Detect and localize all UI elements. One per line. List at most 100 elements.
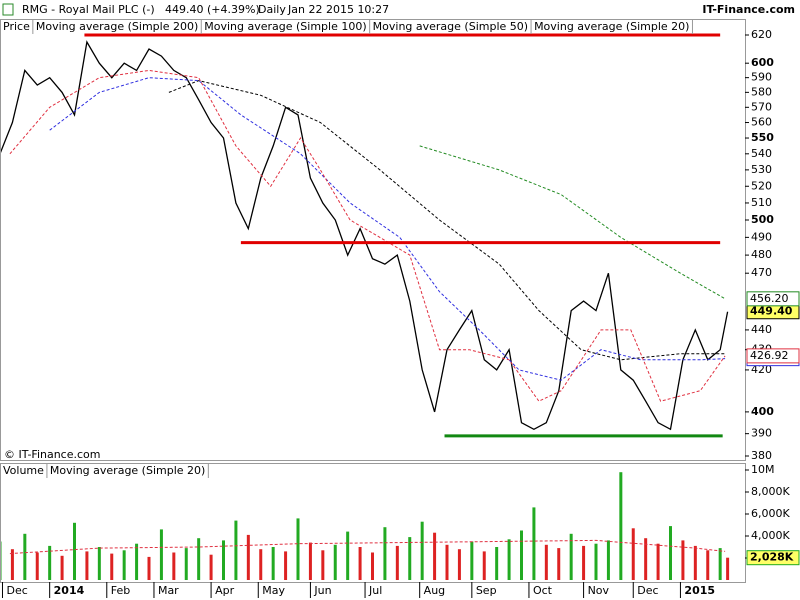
volume-bar xyxy=(48,545,52,580)
moving-average xyxy=(9,539,726,555)
volume-bar xyxy=(420,521,424,580)
last-value-box xyxy=(746,291,800,307)
volume-bar xyxy=(693,545,697,580)
y-tick-label: 580 xyxy=(751,85,772,98)
x-tick-label: Sep xyxy=(476,584,497,597)
y-tick-label: 480 xyxy=(751,248,772,261)
volume-bar xyxy=(333,544,337,580)
legend-entry: Moving average (Simple 50) xyxy=(373,20,528,33)
y-tick-label: 470 xyxy=(751,266,772,279)
volume-bar xyxy=(85,551,89,580)
y-tick-label: 390 xyxy=(751,427,772,440)
volume-bar xyxy=(544,544,548,580)
moving-average xyxy=(419,145,726,300)
symbol: RMG - Royal Mail PLC (-) xyxy=(22,3,155,16)
timestamp: Jan 22 2015 10:27 xyxy=(287,3,389,16)
volume-bar xyxy=(308,542,312,580)
volume-bar xyxy=(520,530,523,580)
volume-bar xyxy=(159,529,163,580)
legend-entry: Moving average (Simple 20) xyxy=(534,20,689,33)
legend-entry: Moving average (Simple 100) xyxy=(204,20,366,33)
x-tick-label: Nov xyxy=(588,584,610,597)
volume-bar xyxy=(284,551,288,580)
x-tick-label: 2014 xyxy=(54,584,85,597)
volume-bar xyxy=(656,543,660,580)
y-tick-label: 600 xyxy=(751,56,774,69)
volume-bar xyxy=(619,472,623,580)
volume-bar xyxy=(271,547,275,580)
logo-icon xyxy=(2,3,14,16)
last-value-box xyxy=(746,550,800,566)
volume-bar xyxy=(726,557,730,580)
volume-bar xyxy=(184,548,188,580)
volume-bar xyxy=(222,540,225,580)
volume-bar xyxy=(296,518,300,580)
volume-bar xyxy=(606,540,610,580)
last-value-label: 426.92 xyxy=(750,349,789,362)
x-tick-label: Dec xyxy=(637,584,658,597)
volume-bar xyxy=(532,507,536,580)
y-tick-label: 8,000K xyxy=(751,485,790,498)
volume-bar xyxy=(197,538,201,580)
last-value-label: 449.40 xyxy=(750,305,793,318)
volume-bar xyxy=(495,547,499,580)
volume-bar xyxy=(60,555,64,580)
x-tick-label: May xyxy=(262,584,285,597)
volume-bar xyxy=(97,547,101,580)
volume-bar xyxy=(395,545,399,580)
volume-bar xyxy=(445,544,449,580)
volume-bar xyxy=(631,528,635,580)
volume-bar xyxy=(433,532,437,580)
last-value-label: 456.20 xyxy=(750,292,789,305)
y-tick-label: 6,000K xyxy=(751,507,790,520)
volume-bar xyxy=(594,543,598,580)
interval: Daily xyxy=(258,3,286,16)
volume-panel xyxy=(0,463,746,583)
moving-average xyxy=(9,69,726,402)
y-tick-label: 490 xyxy=(751,230,772,243)
plot-area xyxy=(1,472,730,580)
y-tick-label: 530 xyxy=(751,163,772,176)
volume-bar xyxy=(73,522,76,580)
y-tick-label: 560 xyxy=(751,116,772,129)
volume-bar xyxy=(10,549,14,580)
volume-bar xyxy=(644,538,648,580)
volume-bar xyxy=(35,552,39,580)
volume-bar xyxy=(234,520,238,580)
x-tick-label: Oct xyxy=(533,584,553,597)
volume-bar xyxy=(582,545,586,580)
volume-bar xyxy=(346,531,350,580)
volume-bar xyxy=(209,554,213,580)
quote: 449.40 (+4.39%) xyxy=(165,3,260,16)
volume-bar xyxy=(383,527,387,580)
last-value-label: 2,028K xyxy=(750,551,794,564)
volume-bar xyxy=(135,543,139,580)
y-tick-label: 620 xyxy=(751,28,772,41)
y-tick-label: 520 xyxy=(751,179,772,192)
volume-bar xyxy=(23,533,27,580)
volume-bar xyxy=(172,552,176,580)
volume-bar xyxy=(706,550,710,580)
brand: IT-Finance.com xyxy=(702,3,795,16)
y-tick-label: 380 xyxy=(751,449,772,462)
legend-entry: Volume xyxy=(3,464,44,477)
y-tick-label: 540 xyxy=(751,147,772,160)
y-tick-label: 590 xyxy=(751,71,772,84)
y-tick-label: 420 xyxy=(751,363,772,376)
volume-bar xyxy=(246,534,250,580)
legend-entry: Moving average (Simple 20) xyxy=(50,464,205,477)
volume-bar xyxy=(482,551,486,580)
x-tick-label: Dec xyxy=(6,584,27,597)
volume-bar xyxy=(557,548,561,580)
volume-bar xyxy=(718,548,722,580)
volume-bar xyxy=(371,552,374,580)
volume-bar xyxy=(569,533,573,580)
volume-bar xyxy=(457,549,461,580)
y-tick-label: 400 xyxy=(751,405,774,418)
volume-bar xyxy=(470,541,474,580)
x-tick-label: Apr xyxy=(215,584,235,597)
volume-bar xyxy=(507,539,511,580)
moving-average xyxy=(49,77,726,381)
